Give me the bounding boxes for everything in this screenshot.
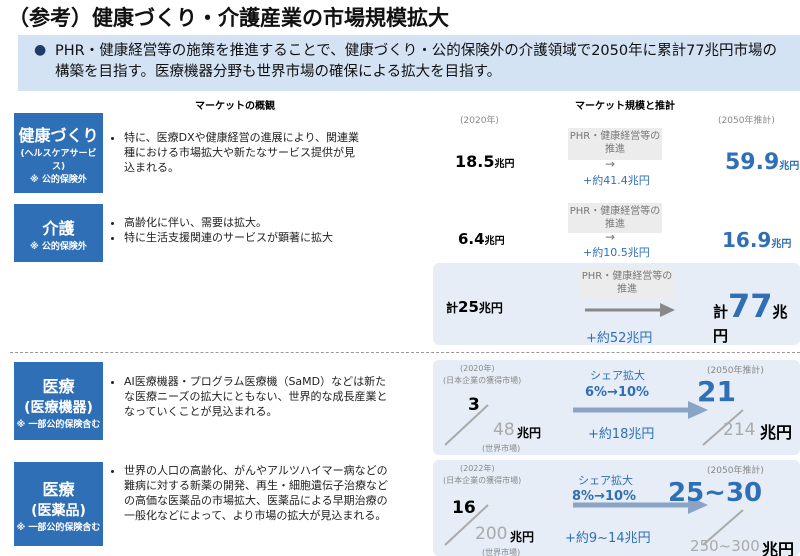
share-change: 8%→10% [572,489,637,504]
graphic [444,496,744,546]
world-now: 200 [475,524,508,544]
label-note: ※ 一部公的保険含む [16,419,101,430]
title: （参考）健康づくり・介護産業の市場規模拡大 [8,6,449,30]
year: (2050年推計) [718,116,775,126]
driver: PHR・健康経営等の推進 [568,128,662,160]
bullet: AI医療機器・プログラム医療機（SaMD）などは新たな医療ニーズの拡大にともない… [124,374,389,419]
year: (2020年) [460,364,495,373]
now: 6.4兆円 [458,230,505,248]
value: 6.4 [458,230,485,248]
growth: +約41.4兆円 [583,174,650,187]
row-label: 介護 ※ 公的保険外 [14,204,103,262]
total-now: 計25兆円 [446,298,503,316]
row-label: 医療 (医薬品) ※ 一部公的保険含む [14,462,103,546]
arrow [585,303,675,317]
value: 77 [728,287,773,325]
unit: 兆円 [510,530,535,544]
year: (2050年推計) [707,466,764,476]
label-note: ※ 一部公的保険含む [16,522,101,533]
year: (2050年推計) [707,366,764,376]
share-now: 16 [452,498,476,518]
separator [10,352,800,353]
growth: +約52兆円 [586,331,653,346]
label-sub: (医薬品) [31,502,86,519]
future: 16.9兆円 [722,228,791,252]
unit: 兆円 [760,423,793,442]
share-future: 25~30 [668,478,763,508]
label: 医療 [42,479,75,499]
driver: PHR・健康経営等の推進 [580,268,674,298]
label: 医療 [42,376,75,396]
share-label: (日本企業の獲得市場) [443,376,522,385]
driver: シェア拡大 [590,369,645,382]
arrow: → [605,157,616,171]
unit: 兆円 [494,159,515,170]
prefix: 計 [713,303,729,321]
col-header: マーケット規模と推計 [575,101,675,112]
bullets: 特に、医療DXや健康経営の進展により、関連業種における市場拡大や新たなサービス提… [112,130,364,175]
year: (2020年) [460,116,499,126]
now: 18.5兆円 [455,152,514,171]
world-now: 48 [493,420,515,440]
unit: 兆円 [478,301,503,315]
row-label: 医療 (医療機器) ※ 一部公的保険含む [14,362,103,440]
label-sub: (医療機器) [24,399,93,416]
banner [18,35,800,91]
world-future: 214 [723,420,756,440]
unit: 兆円 [771,239,792,250]
unit: 兆円 [713,303,788,345]
growth: +約9~14兆円 [565,531,651,546]
bullet: 特に生活支援関連のサービスが顕著に拡大 [124,230,384,245]
unit: 兆円 [779,161,800,172]
banner-text: PHR・健康経営等の施策を推進することで、健康づくり・公的保険外の介護領域で20… [55,43,778,80]
label-sub: (ヘルスケアサービス) [20,148,97,172]
share-future: 21 [697,375,736,408]
unit: 兆円 [484,236,505,247]
label-note: ※ 公的保険外 [30,241,87,252]
future: 59.9兆円 [725,150,799,175]
growth: +約18兆円 [588,427,655,442]
panel [433,460,800,556]
banner-bullet: ● [34,42,47,58]
bullet: 特に、医療DXや健康経営の進展により、関連業種における市場拡大や新たなサービス提… [124,130,364,175]
bullets: 世界の人口の高齢化、がんやアルツハイマー病などの難病に対する新薬の開発、再生・細… [112,463,389,523]
value: 16.9 [722,228,772,252]
year: (2022年) [460,464,495,473]
bullets: AI医療機器・プログラム医療機（SaMD）などは新たな医療ニーズの拡大にともない… [112,374,389,419]
unit: 兆円 [517,426,542,440]
value: 59.9 [725,150,780,175]
col-header: マーケットの概観 [195,101,275,112]
unit: 兆円 [762,540,795,556]
bullets: 高齢化に伴い、需要は拡大。特に生活支援関連のサービスが顕著に拡大 [112,215,384,245]
share-change: 6%→10% [585,385,650,400]
world-future: 250~300 [690,537,760,555]
value: 25 [458,298,479,316]
label: 介護 [42,218,75,238]
growth: +約10.5兆円 [583,246,650,259]
graphic [444,401,744,446]
share-label: (日本企業の獲得市場) [443,476,522,485]
label: 健康づくり [18,125,99,145]
arrow: → [605,230,616,244]
value: 18.5 [455,152,495,171]
row-label: 健康づくり (ヘルスケアサービス) ※ 公的保険外 [14,113,103,193]
total-future: 計77兆円 [713,287,800,346]
world-label: (世界市場) [482,548,521,556]
label-note: ※ 公的保険外 [30,174,87,185]
share-now: 3 [468,395,480,415]
world-label: (世界市場) [482,444,521,453]
bullet: 高齢化に伴い、需要は拡大。 [124,215,384,230]
driver: PHR・健康経営等の推進 [568,203,662,233]
prefix: 計 [446,301,459,315]
bullet: 世界の人口の高齢化、がんやアルツハイマー病などの難病に対する新薬の開発、再生・細… [124,463,389,523]
driver: シェア拡大 [578,474,633,487]
